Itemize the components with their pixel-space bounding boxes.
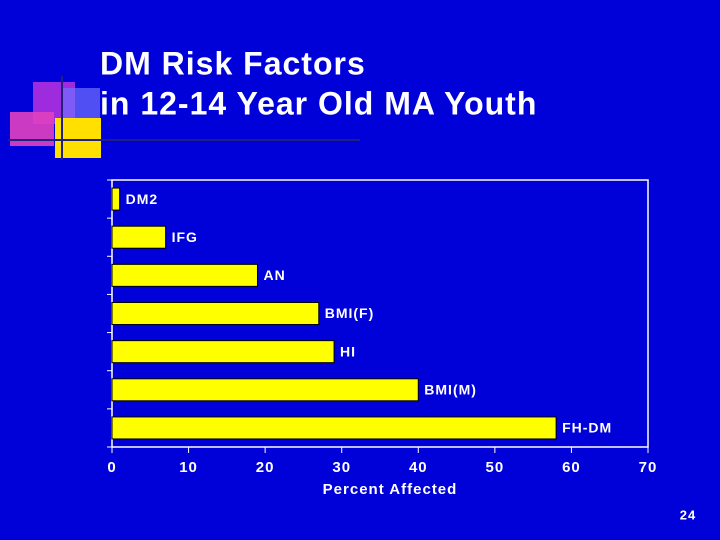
- bar-category-label: DM2: [126, 191, 159, 207]
- x-axis-label: Percent Affected: [323, 481, 458, 498]
- x-tick-label: 30: [332, 459, 351, 476]
- bar-category-label: BMI(F): [325, 305, 375, 321]
- chart-subtitle: in 12-14 Year Old MA Youth: [100, 85, 537, 121]
- x-tick-label: 0: [107, 459, 116, 476]
- bar-category-label: IFG: [172, 229, 198, 245]
- bar: [111, 340, 335, 364]
- bar: [111, 263, 258, 287]
- bar: [111, 187, 121, 211]
- bar-category-label: FH-DM: [562, 420, 612, 436]
- decoration: [8, 76, 360, 160]
- bar: [111, 302, 320, 325]
- x-tick-label: 10: [179, 459, 198, 476]
- x-tick-label: 60: [562, 459, 581, 476]
- x-tick-label: 70: [639, 459, 658, 476]
- chart-title: DM Risk Factors: [100, 45, 366, 81]
- bar: [111, 225, 167, 249]
- bar-category-label: HI: [340, 343, 356, 359]
- bar: [111, 378, 419, 402]
- page-number: 24: [680, 507, 696, 522]
- bar-category-label: AN: [263, 267, 285, 283]
- bar-category-label: BMI(M): [424, 381, 477, 397]
- x-tick-label: 40: [409, 459, 428, 476]
- bar: [111, 416, 557, 440]
- x-tick-label: 20: [256, 459, 275, 476]
- x-tick-label: 50: [486, 459, 505, 476]
